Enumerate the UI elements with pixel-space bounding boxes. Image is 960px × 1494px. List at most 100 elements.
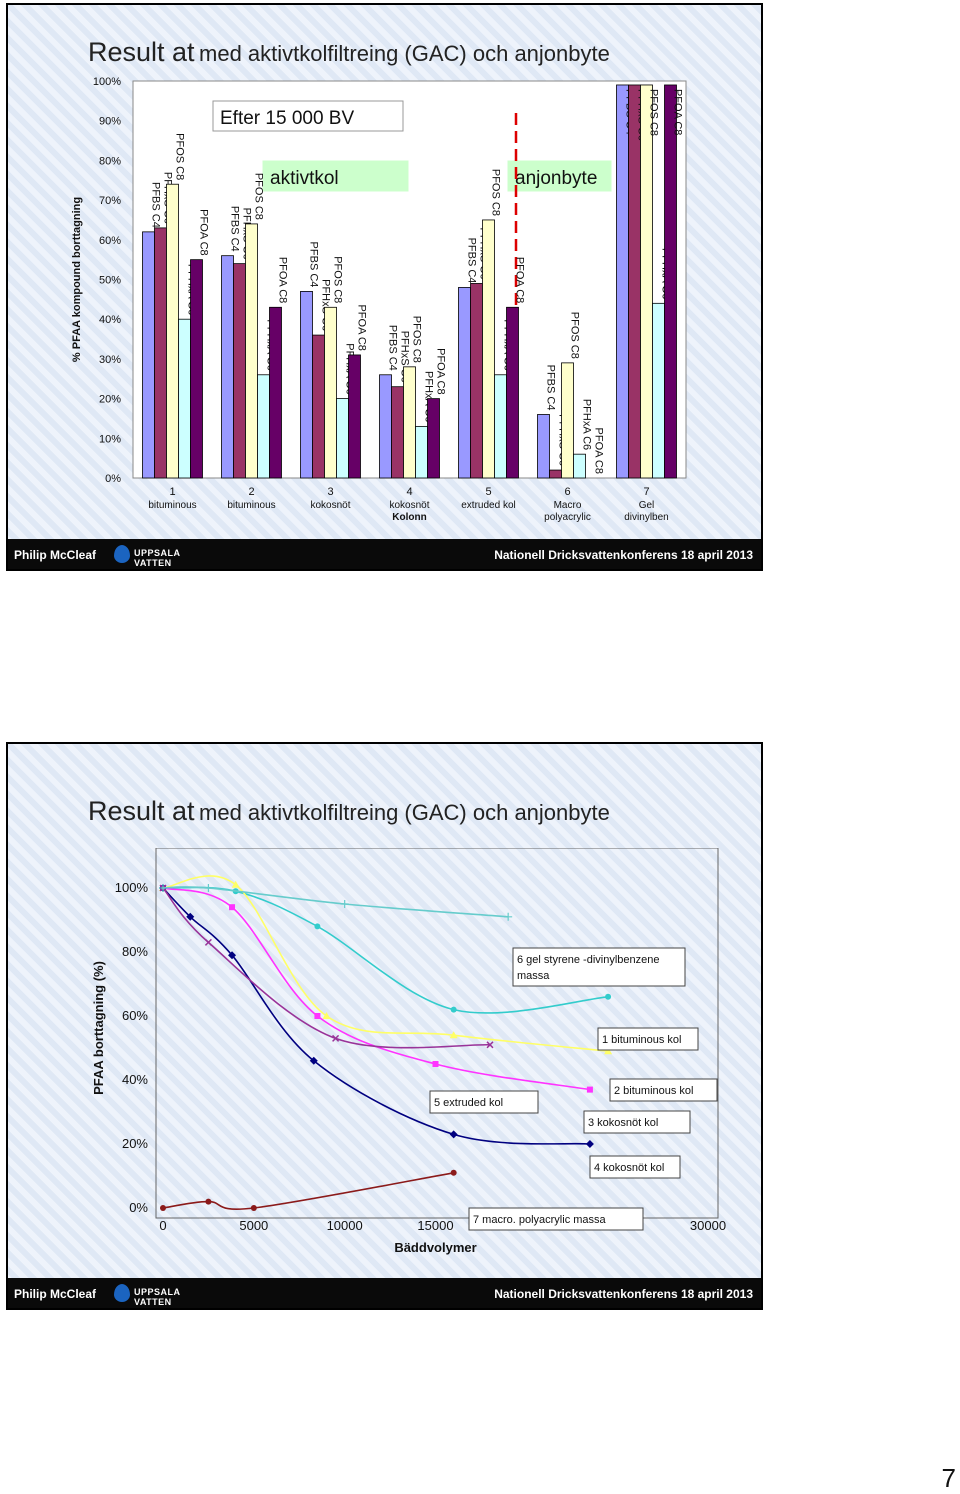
y-tick-label: 60%	[122, 1008, 148, 1023]
water-drop-icon	[114, 545, 130, 563]
bar-pfoa-c8	[348, 354, 361, 479]
series-label: 7 macro. polyacrylic massa	[473, 1214, 607, 1226]
data-point	[585, 1140, 594, 1148]
data-point	[314, 1013, 321, 1019]
bar-pfbs-c4	[221, 255, 234, 479]
bar-label: PFBS C4	[308, 242, 320, 288]
bar-label: PFOA C8	[593, 428, 605, 474]
x-tick-label: 0	[159, 1218, 166, 1233]
series-label-box	[512, 947, 686, 987]
series-line	[162, 887, 591, 1091]
series-label-box	[583, 1110, 691, 1134]
x-group-label-2: Kolonn	[392, 512, 426, 523]
uppsala-vatten-logo: UPPSALA VATTEN	[112, 544, 212, 568]
series-label-box	[589, 1155, 681, 1179]
y-tick-label: 80%	[122, 944, 148, 959]
bar-label: PFOA C8	[435, 348, 447, 394]
bar-pfbs-c4	[537, 414, 550, 479]
data-point	[186, 912, 195, 921]
data-point	[205, 1198, 212, 1205]
footer: Philip McCleaf UPPSALA VATTEN Nationell …	[8, 539, 761, 569]
bar-label: PFOS C8	[332, 256, 344, 303]
data-point	[450, 1169, 457, 1176]
data-point	[231, 880, 240, 888]
bar-label: PFOS C8	[174, 133, 186, 180]
data-point	[322, 1012, 331, 1019]
bar-label: PFBS C4	[150, 182, 162, 228]
bar-label: PFOA C8	[672, 89, 684, 135]
y-tick-label: 90%	[99, 116, 121, 128]
bar-label: PFBS C4	[387, 325, 399, 371]
title-big: Result at	[88, 37, 195, 67]
bar-pfhxa-c6	[573, 453, 586, 479]
uppsala-vatten-logo: UPPSALA VATTEN	[112, 1283, 212, 1307]
y-tick-label: 60%	[99, 235, 121, 247]
slide-title: Result at med aktivtkolfiltreing (GAC) o…	[88, 796, 610, 827]
bar-label: PFBS C4	[545, 365, 557, 411]
data-point	[449, 1130, 458, 1139]
bar-pfoa-c8	[506, 306, 519, 479]
data-point	[605, 993, 612, 1000]
x-group-number: 3	[327, 486, 333, 498]
annotation-box	[507, 160, 612, 192]
x-group-label: Gel	[639, 500, 655, 511]
series-label-box	[609, 1078, 718, 1102]
plot-frame	[155, 847, 719, 1219]
title-small: med aktivtkolfiltreing (GAC) och anjonby…	[199, 800, 610, 825]
bar-label: PFOA C8	[277, 257, 289, 303]
data-point	[450, 1006, 457, 1013]
data-point	[204, 938, 212, 946]
data-point	[160, 1205, 166, 1211]
bar-pfhxs-c6	[391, 386, 404, 479]
y-tick-label: 40%	[122, 1072, 148, 1087]
bar-label: PFHxA C6	[581, 399, 593, 450]
page-number: 7	[941, 1463, 956, 1493]
y-axis-title: % PFAA kompound borttagning	[71, 197, 83, 362]
y-tick-label: 0%	[105, 473, 121, 485]
bar-pfhxs-c6	[233, 263, 246, 479]
bar-label: PFOA C8	[198, 209, 210, 255]
x-group-number: 7	[643, 486, 649, 498]
footer-author: Philip McCleaf	[14, 548, 97, 562]
series-label-box	[597, 1027, 699, 1051]
x-tick-label: 30000	[690, 1218, 726, 1233]
bar-pfos-c8	[324, 306, 337, 479]
series-label: massa	[517, 970, 550, 982]
line-chart-area: 0%20%40%60%80%100%0500010000150002000025…	[8, 847, 758, 1273]
x-group-number: 2	[248, 486, 254, 498]
x-axis-title: Bäddvolymer	[394, 1240, 476, 1255]
series-line	[162, 1172, 454, 1210]
series-label: 6 gel styrene -divinylbenzene	[517, 954, 659, 966]
data-point	[250, 1205, 257, 1211]
bar-pfhxa-c6	[257, 374, 270, 479]
bar-pfbs-c4	[458, 287, 471, 479]
annotation-efter: Efter 15 000 BV	[220, 108, 354, 129]
y-axis-title: PFAA borttagning (%)	[91, 961, 106, 1095]
series-line	[162, 886, 509, 918]
series-label: 3 kokosnöt kol	[588, 1117, 658, 1129]
logo-text: UPPSALA VATTEN	[134, 548, 181, 568]
bar-chart-area: 0% 10% 20% 30% 40% 50% 60% 70% 80% 90% 100% % PFAA …	[8, 73, 758, 538]
footer: Philip McCleaf UPPSALA VATTEN Nationell …	[8, 1278, 761, 1308]
series-label-box	[429, 1090, 539, 1114]
x-group-label-2: polyacrylic	[544, 512, 591, 523]
x-group-number: 4	[406, 486, 412, 498]
data-point	[314, 923, 321, 930]
bar-label: PFOS C8	[569, 312, 581, 359]
slide-title: Result at med aktivtkolfiltreing (GAC) o…	[88, 37, 610, 68]
bar-pfhxs-c6	[154, 227, 167, 479]
bar-label: PFOA C8	[514, 257, 526, 303]
bar-pfoa-c8	[269, 306, 282, 479]
y-tick-label: 70%	[99, 195, 121, 207]
bar-pfoa-c8	[664, 84, 677, 479]
y-tick-label: 10%	[99, 433, 121, 445]
data-point	[332, 1034, 340, 1042]
data-point	[159, 884, 167, 892]
x-group-label: kokosnöt	[310, 500, 350, 511]
data-point	[204, 884, 213, 892]
data-point	[504, 912, 513, 921]
data-point	[309, 1056, 318, 1065]
series-label: 4 kokosnöt kol	[594, 1162, 664, 1174]
bar-pfhxa-c6	[652, 302, 665, 479]
x-group-number: 5	[485, 486, 491, 498]
